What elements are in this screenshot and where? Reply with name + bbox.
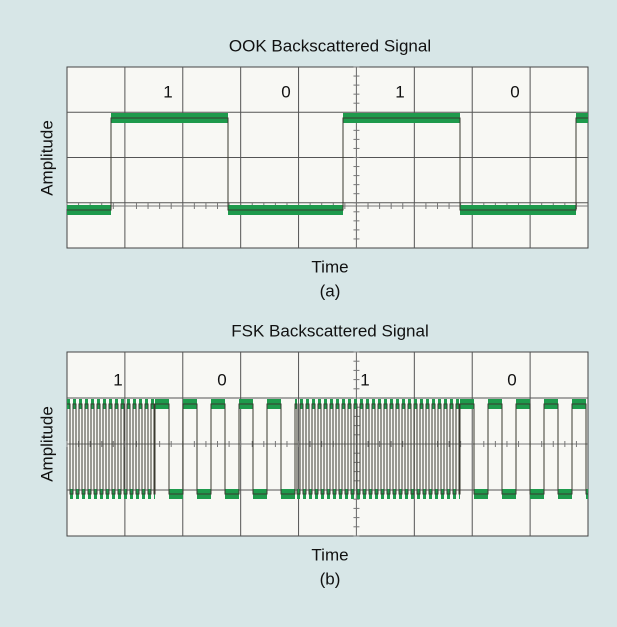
- bit-label: 1: [163, 82, 172, 101]
- x-label: Time: [311, 257, 348, 276]
- bit-label: 0: [281, 82, 290, 101]
- bit-label: 1: [395, 82, 404, 101]
- panel-title: FSK Backscattered Signal: [231, 321, 428, 340]
- x-label: Time: [311, 545, 348, 564]
- caption: (a): [320, 281, 341, 300]
- bit-label: 0: [507, 370, 516, 389]
- bit-label: 0: [510, 82, 519, 101]
- caption: (b): [320, 569, 341, 588]
- bit-label: 1: [360, 370, 369, 389]
- bit-label: 1: [113, 370, 122, 389]
- bit-label: 0: [217, 370, 226, 389]
- figure: OOK Backscattered Signal FSK Backscatter…: [0, 0, 617, 627]
- y-label: Amplitude: [37, 406, 56, 482]
- panel-title: OOK Backscattered Signal: [229, 36, 431, 55]
- y-label: Amplitude: [37, 120, 56, 196]
